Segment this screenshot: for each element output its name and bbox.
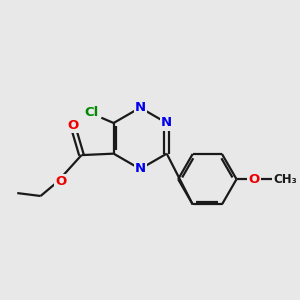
Text: Cl: Cl [85, 106, 99, 119]
Text: O: O [56, 175, 67, 188]
Text: O: O [67, 118, 78, 131]
Text: O: O [248, 173, 260, 186]
Text: CH₃: CH₃ [273, 173, 297, 186]
Text: N: N [135, 101, 146, 114]
Text: N: N [161, 116, 172, 130]
Text: N: N [135, 163, 146, 176]
